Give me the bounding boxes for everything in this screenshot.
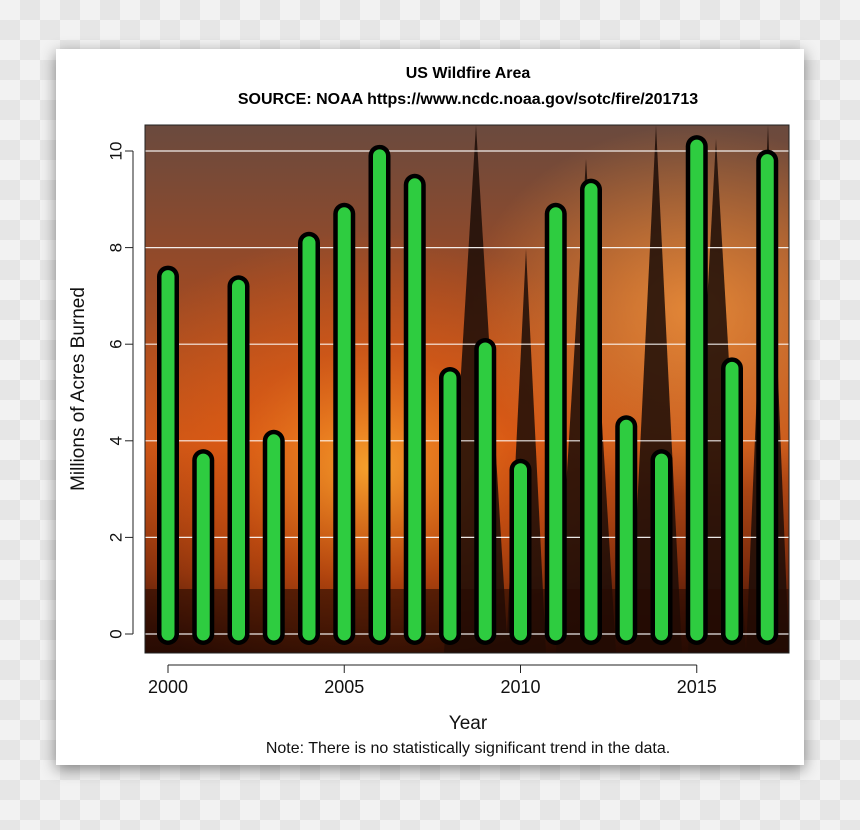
gridlines: [145, 150, 789, 635]
chart-title: US Wildfire Area: [406, 65, 531, 82]
chart-svg: US Wildfire Area SOURCE: NOAA https://ww…: [68, 65, 790, 757]
y-tick-label-8: 8: [106, 243, 125, 252]
y-tick-label-4: 4: [106, 436, 125, 445]
x-tick-label-2015: 2015: [677, 677, 717, 697]
plot-background-image: [145, 125, 789, 653]
chart-subtitle: SOURCE: NOAA https://www.ncdc.noaa.gov/s…: [238, 91, 698, 108]
x-axis-label: Year: [449, 713, 488, 734]
y-axis-label: Millions of Acres Burned: [68, 287, 89, 491]
x-tick-label-2000: 2000: [148, 677, 188, 697]
plot-border: [144, 124, 790, 654]
y-tick-label-6: 6: [106, 339, 125, 348]
chart-card: US Wildfire Area SOURCE: NOAA https://ww…: [56, 49, 804, 765]
y-axis: 0 2 4 6 8 10: [106, 142, 134, 639]
x-axis: 2000 2005 2010 2015: [148, 664, 717, 697]
y-tick-label-2: 2: [106, 533, 125, 542]
x-tick-label-2010: 2010: [500, 677, 540, 697]
chart-note: Note: There is no statistically signific…: [266, 740, 670, 757]
bars: [157, 135, 779, 645]
x-tick-label-2005: 2005: [324, 677, 364, 697]
y-tick-label-0: 0: [106, 629, 125, 638]
y-tick-label-10: 10: [106, 142, 125, 161]
